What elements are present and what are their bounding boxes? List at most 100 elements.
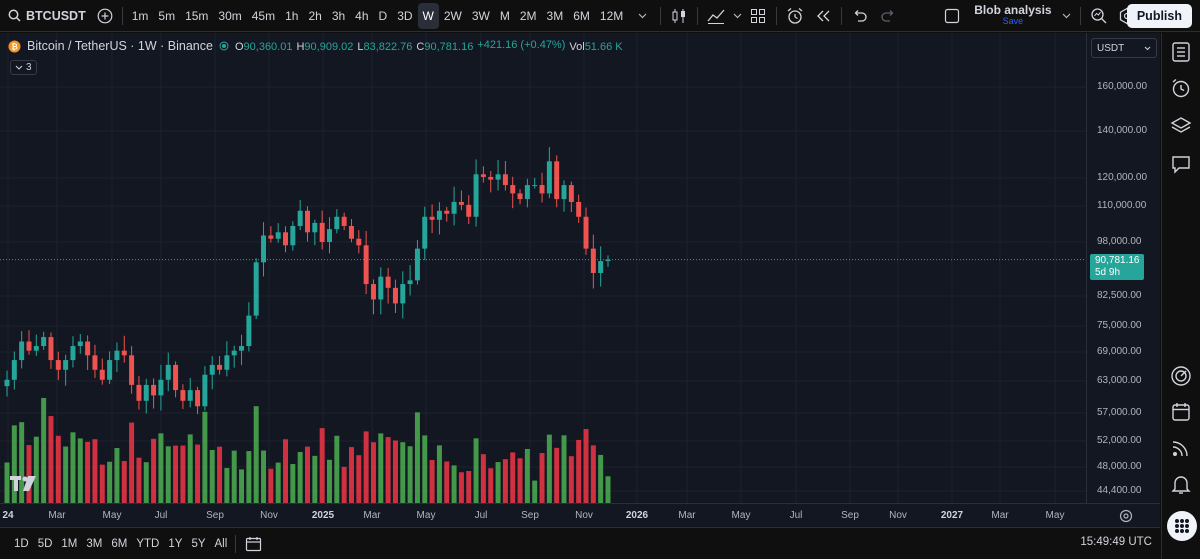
timeframe-m-button[interactable]: M [499,8,510,23]
candle[interactable] [429,216,435,220]
currency-select[interactable]: USDT [1091,38,1157,58]
range-1d-button[interactable]: 1D [14,537,29,550]
candle[interactable] [561,185,567,200]
candle[interactable] [444,210,450,214]
candle[interactable] [539,185,545,194]
range-1y-button[interactable]: 1Y [168,537,183,550]
calendar-icon[interactable] [1170,401,1192,423]
candle[interactable] [385,276,391,288]
candle[interactable] [19,341,25,361]
candle[interactable] [11,360,17,380]
candle[interactable] [334,216,340,230]
candle[interactable] [92,355,98,370]
timeframe-5m-button[interactable]: 5m [158,8,176,23]
chart-type-button[interactable] [665,3,693,29]
candle[interactable] [480,174,486,177]
candle[interactable] [143,384,149,401]
notifications-bell-icon[interactable] [1170,473,1192,495]
timeframe-2m-button[interactable]: 2M [519,8,537,23]
candle[interactable] [524,185,530,200]
timeframe-2h-button[interactable]: 2h [308,8,322,23]
candle[interactable] [253,262,259,316]
candle[interactable] [4,379,10,387]
candle[interactable] [436,210,442,220]
candle[interactable] [495,174,501,180]
candle[interactable] [173,364,179,391]
candle[interactable] [546,161,552,194]
candle[interactable] [151,384,157,396]
timeframe-3d-button[interactable]: 3D [397,8,413,23]
candle[interactable] [187,390,193,401]
candle[interactable] [209,364,215,375]
chart-settings-gear-icon[interactable] [1117,507,1135,525]
candle[interactable] [239,346,245,351]
candle[interactable] [568,185,574,202]
candle[interactable] [180,390,186,401]
layout-name-button[interactable]: Blob analysis Save [968,3,1057,29]
range-3m-button[interactable]: 3M [86,537,103,550]
apps-menu-button[interactable] [1167,511,1197,541]
quick-search-button[interactable] [1085,3,1113,29]
candle[interactable] [473,174,479,217]
candle[interactable] [451,201,457,214]
candle[interactable] [275,232,281,239]
range-5y-button[interactable]: 5Y [191,537,206,550]
timeframe-3h-button[interactable]: 3h [331,8,346,23]
candle[interactable] [224,355,230,370]
candle[interactable] [400,284,406,304]
candle[interactable] [231,350,237,356]
candle[interactable] [356,238,362,246]
candle[interactable] [195,390,201,407]
candle[interactable] [217,364,223,370]
timeframe-3m-button[interactable]: 3M [546,8,564,23]
candle[interactable] [378,276,384,300]
time-axis[interactable]: 24 Mar May Jul Sep Nov 2025 Mar May Jul Sep Nov 2026… [0,503,1160,527]
candle[interactable] [576,201,582,217]
candle[interactable] [422,216,428,249]
candle[interactable] [246,315,252,347]
alert-button[interactable] [781,3,809,29]
candle[interactable] [407,280,413,285]
candle[interactable] [458,201,464,205]
candle[interactable] [598,261,604,274]
candle[interactable] [363,245,369,285]
candle[interactable] [466,204,472,217]
compare-symbol-button[interactable] [92,3,118,29]
timeframe-dropdown[interactable] [628,3,656,29]
candle[interactable] [261,235,267,263]
replay-button[interactable] [809,3,837,29]
legend-symbol[interactable]: Bitcoin / TetherUS · 1W · Binance [27,39,213,53]
timeframe-4h-button[interactable]: 4h [355,8,369,23]
candle[interactable] [319,222,325,242]
watchlist-icon[interactable] [1170,41,1192,63]
timeframe-45m-button[interactable]: 45m [251,8,276,23]
range-ytd-button[interactable]: YTD [136,537,160,550]
candle[interactable] [502,174,508,186]
candle[interactable] [26,341,32,351]
candle[interactable] [326,229,332,242]
symbol-search-button[interactable]: BTCUSDT [0,3,92,29]
candle[interactable] [77,341,83,347]
candle[interactable] [532,185,538,187]
candle[interactable] [107,360,113,380]
publish-button[interactable]: Publish [1126,4,1192,28]
layers-icon[interactable] [1170,115,1192,137]
utc-clock[interactable]: 15:49:49 UTC [1080,536,1152,548]
candle[interactable] [63,360,69,370]
candle[interactable] [70,346,76,361]
broadcast-icon[interactable] [1170,437,1192,459]
candle[interactable] [48,337,54,361]
alerts-clock-icon[interactable] [1170,77,1192,99]
candle[interactable] [99,369,105,380]
timeframe-1m-button[interactable]: 1m [131,8,149,23]
candle[interactable] [41,337,47,347]
candle[interactable] [129,355,135,385]
timeframe-30m-button[interactable]: 30m [218,8,242,23]
candle[interactable] [517,193,523,200]
price-axis[interactable]: USDT 160,000.00 140,000.00 120,000.00 110,0… [1086,33,1160,503]
range-5d-button[interactable]: 5D [37,537,53,550]
candle[interactable] [290,225,296,246]
timeframe-15m-button[interactable]: 15m [185,8,209,23]
templates-button[interactable] [744,3,772,29]
candle[interactable] [55,360,61,370]
